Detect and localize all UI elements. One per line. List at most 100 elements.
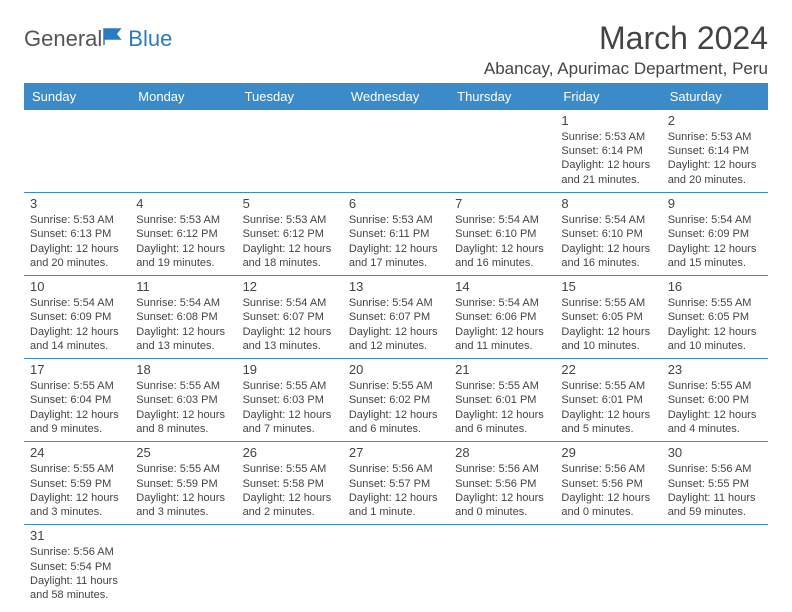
info-line: Sunset: 6:10 PM <box>561 227 655 241</box>
day-number: 11 <box>136 279 230 296</box>
day-number: 17 <box>30 362 124 379</box>
calendar-cell: 4Sunrise: 5:53 AMSunset: 6:12 PMDaylight… <box>130 193 236 276</box>
info-line: and 16 minutes. <box>561 256 655 270</box>
calendar-cell: 26Sunrise: 5:55 AMSunset: 5:58 PMDayligh… <box>237 442 343 525</box>
logo: General Blue <box>24 20 172 52</box>
info-line: Sunrise: 5:56 AM <box>455 462 549 476</box>
dayhead-thursday: Thursday <box>449 83 555 110</box>
day-info: Sunrise: 5:56 AMSunset: 5:56 PMDaylight:… <box>455 462 549 519</box>
info-line: Sunrise: 5:54 AM <box>561 213 655 227</box>
calendar-cell: 13Sunrise: 5:54 AMSunset: 6:07 PMDayligh… <box>343 276 449 359</box>
info-line: Sunrise: 5:55 AM <box>243 462 337 476</box>
info-line: Daylight: 11 hours <box>668 491 762 505</box>
info-line: Sunrise: 5:54 AM <box>243 296 337 310</box>
logo-text-blue: Blue <box>128 26 172 52</box>
info-line: Sunrise: 5:56 AM <box>668 462 762 476</box>
info-line: and 3 minutes. <box>30 505 124 519</box>
day-number: 23 <box>668 362 762 379</box>
info-line: and 15 minutes. <box>668 256 762 270</box>
day-number: 16 <box>668 279 762 296</box>
calendar-cell <box>343 110 449 193</box>
info-line: Daylight: 12 hours <box>561 158 655 172</box>
info-line: Sunrise: 5:54 AM <box>455 213 549 227</box>
day-number: 19 <box>243 362 337 379</box>
calendar-cell: 30Sunrise: 5:56 AMSunset: 5:55 PMDayligh… <box>662 442 768 525</box>
info-line: and 5 minutes. <box>561 422 655 436</box>
info-line: Daylight: 12 hours <box>668 242 762 256</box>
calendar-table: Sunday Monday Tuesday Wednesday Thursday… <box>24 83 768 607</box>
day-number: 4 <box>136 196 230 213</box>
day-number: 10 <box>30 279 124 296</box>
info-line: and 59 minutes. <box>668 505 762 519</box>
day-info: Sunrise: 5:56 AMSunset: 5:56 PMDaylight:… <box>561 462 655 519</box>
calendar-cell: 29Sunrise: 5:56 AMSunset: 5:56 PMDayligh… <box>555 442 661 525</box>
info-line: Daylight: 12 hours <box>349 325 443 339</box>
info-line: Sunset: 6:04 PM <box>30 393 124 407</box>
info-line: and 3 minutes. <box>136 505 230 519</box>
day-info: Sunrise: 5:55 AMSunset: 6:01 PMDaylight:… <box>561 379 655 436</box>
day-number: 25 <box>136 445 230 462</box>
info-line: and 12 minutes. <box>349 339 443 353</box>
info-line: Sunset: 6:14 PM <box>561 144 655 158</box>
day-number: 8 <box>561 196 655 213</box>
day-number: 21 <box>455 362 549 379</box>
calendar-body: 1Sunrise: 5:53 AMSunset: 6:14 PMDaylight… <box>24 110 768 607</box>
info-line: Daylight: 12 hours <box>668 158 762 172</box>
info-line: and 9 minutes. <box>30 422 124 436</box>
day-number: 18 <box>136 362 230 379</box>
day-info: Sunrise: 5:54 AMSunset: 6:09 PMDaylight:… <box>30 296 124 353</box>
logo-text-general: General <box>24 26 102 52</box>
info-line: Daylight: 12 hours <box>668 325 762 339</box>
calendar-cell: 16Sunrise: 5:55 AMSunset: 6:05 PMDayligh… <box>662 276 768 359</box>
info-line: Sunset: 5:54 PM <box>30 560 124 574</box>
dayhead-wednesday: Wednesday <box>343 83 449 110</box>
day-number: 13 <box>349 279 443 296</box>
info-line: and 21 minutes. <box>561 173 655 187</box>
day-info: Sunrise: 5:53 AMSunset: 6:12 PMDaylight:… <box>243 213 337 270</box>
info-line: Sunrise: 5:55 AM <box>243 379 337 393</box>
day-number: 12 <box>243 279 337 296</box>
info-line: Sunrise: 5:56 AM <box>349 462 443 476</box>
day-number: 1 <box>561 113 655 130</box>
info-line: Daylight: 12 hours <box>136 491 230 505</box>
day-info: Sunrise: 5:54 AMSunset: 6:10 PMDaylight:… <box>455 213 549 270</box>
info-line: Daylight: 12 hours <box>561 491 655 505</box>
calendar-cell: 17Sunrise: 5:55 AMSunset: 6:04 PMDayligh… <box>24 359 130 442</box>
day-info: Sunrise: 5:55 AMSunset: 6:05 PMDaylight:… <box>561 296 655 353</box>
info-line: Sunset: 6:10 PM <box>455 227 549 241</box>
calendar-cell: 2Sunrise: 5:53 AMSunset: 6:14 PMDaylight… <box>662 110 768 193</box>
info-line: Daylight: 12 hours <box>136 242 230 256</box>
day-info: Sunrise: 5:56 AMSunset: 5:57 PMDaylight:… <box>349 462 443 519</box>
day-info: Sunrise: 5:54 AMSunset: 6:09 PMDaylight:… <box>668 213 762 270</box>
day-info: Sunrise: 5:55 AMSunset: 6:03 PMDaylight:… <box>243 379 337 436</box>
calendar-cell: 6Sunrise: 5:53 AMSunset: 6:11 PMDaylight… <box>343 193 449 276</box>
info-line: and 20 minutes. <box>30 256 124 270</box>
day-info: Sunrise: 5:53 AMSunset: 6:11 PMDaylight:… <box>349 213 443 270</box>
info-line: and 19 minutes. <box>136 256 230 270</box>
info-line: Sunrise: 5:54 AM <box>349 296 443 310</box>
info-line: Daylight: 12 hours <box>561 408 655 422</box>
info-line: Daylight: 11 hours <box>30 574 124 588</box>
info-line: Daylight: 12 hours <box>455 491 549 505</box>
calendar-cell: 22Sunrise: 5:55 AMSunset: 6:01 PMDayligh… <box>555 359 661 442</box>
info-line: Sunset: 6:03 PM <box>243 393 337 407</box>
info-line: Sunrise: 5:55 AM <box>561 296 655 310</box>
day-info: Sunrise: 5:55 AMSunset: 6:01 PMDaylight:… <box>455 379 549 436</box>
calendar-cell <box>130 525 236 608</box>
calendar-cell <box>555 525 661 608</box>
info-line: Sunset: 6:08 PM <box>136 310 230 324</box>
info-line: Daylight: 12 hours <box>30 408 124 422</box>
info-line: Sunset: 5:58 PM <box>243 477 337 491</box>
calendar-cell: 19Sunrise: 5:55 AMSunset: 6:03 PMDayligh… <box>237 359 343 442</box>
day-number: 29 <box>561 445 655 462</box>
calendar-row: 3Sunrise: 5:53 AMSunset: 6:13 PMDaylight… <box>24 193 768 276</box>
day-number: 5 <box>243 196 337 213</box>
calendar-cell: 8Sunrise: 5:54 AMSunset: 6:10 PMDaylight… <box>555 193 661 276</box>
info-line: Sunset: 5:59 PM <box>136 477 230 491</box>
calendar-cell <box>130 110 236 193</box>
info-line: Sunset: 6:14 PM <box>668 144 762 158</box>
day-number: 20 <box>349 362 443 379</box>
info-line: Sunset: 6:09 PM <box>668 227 762 241</box>
calendar-cell: 28Sunrise: 5:56 AMSunset: 5:56 PMDayligh… <box>449 442 555 525</box>
info-line: and 8 minutes. <box>136 422 230 436</box>
